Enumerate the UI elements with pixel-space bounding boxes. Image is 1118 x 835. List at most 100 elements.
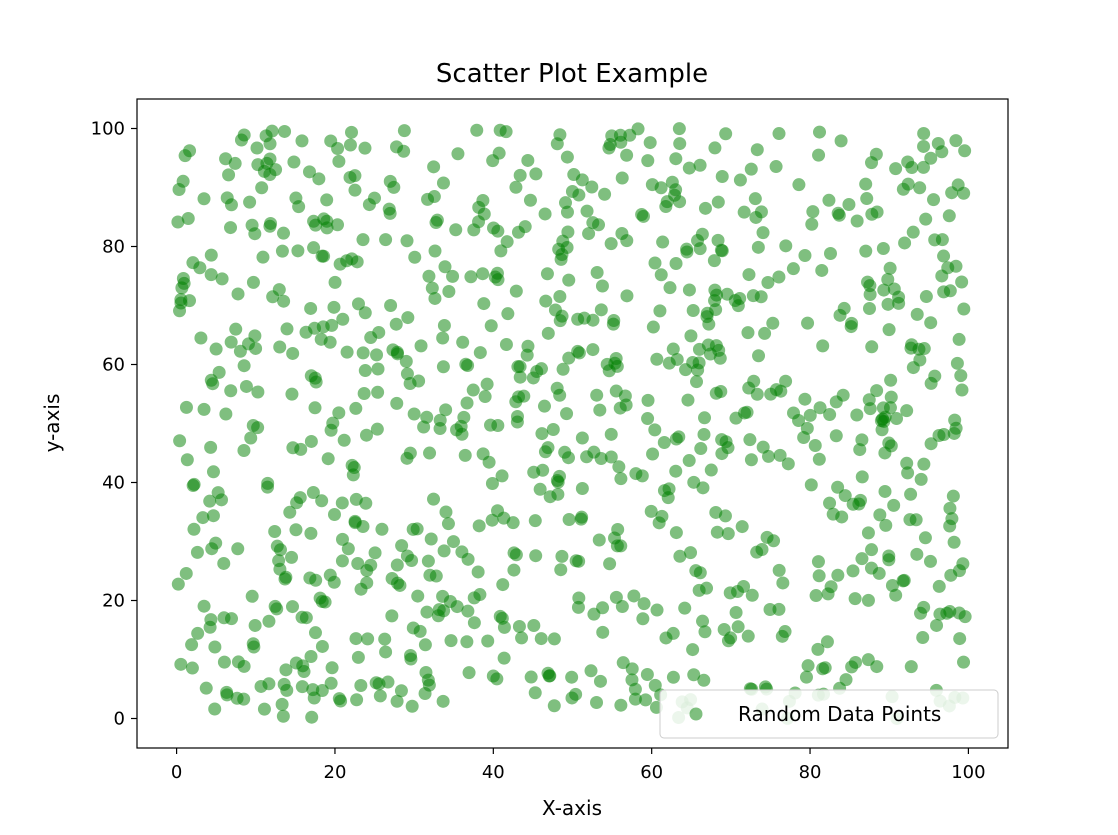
data-point	[723, 586, 737, 600]
data-point	[379, 645, 393, 659]
data-point	[197, 402, 211, 416]
data-point	[370, 348, 384, 362]
data-point	[389, 317, 403, 331]
data-point	[678, 601, 692, 615]
data-point	[800, 421, 814, 435]
data-point	[428, 291, 442, 305]
data-point	[273, 340, 287, 354]
data-point	[315, 639, 329, 653]
data-point	[372, 325, 386, 339]
y-axis: 0 20 40 60 80 100	[91, 119, 137, 730]
data-point	[285, 550, 299, 564]
data-point	[534, 632, 548, 646]
data-point	[529, 549, 543, 563]
data-point	[422, 269, 436, 283]
data-point	[485, 513, 499, 527]
data-point	[224, 221, 238, 235]
data-point	[592, 218, 606, 232]
data-point	[613, 401, 627, 415]
data-point	[491, 504, 505, 518]
data-point	[407, 407, 421, 421]
data-point	[928, 233, 942, 247]
data-point	[574, 512, 588, 526]
data-point	[877, 283, 891, 297]
data-point	[540, 267, 554, 281]
data-point	[666, 626, 680, 640]
data-point	[898, 236, 912, 250]
data-point	[662, 482, 676, 496]
data-point	[359, 428, 373, 442]
data-point	[538, 207, 552, 221]
data-point	[648, 256, 662, 270]
data-point	[870, 384, 884, 398]
data-point	[473, 346, 487, 360]
data-point	[679, 363, 693, 377]
data-point	[746, 289, 760, 303]
data-point	[349, 401, 363, 415]
data-point	[270, 602, 284, 616]
data-point	[604, 237, 618, 251]
data-point	[614, 472, 628, 486]
data-point	[555, 247, 569, 261]
data-point	[347, 461, 361, 475]
data-point	[324, 676, 338, 690]
data-point	[861, 653, 875, 667]
data-point	[625, 662, 639, 676]
data-point	[719, 127, 733, 141]
data-point	[846, 497, 860, 511]
data-point	[354, 582, 368, 596]
data-point	[729, 411, 743, 425]
data-point	[507, 563, 521, 577]
data-point	[608, 356, 622, 370]
data-point	[515, 631, 529, 645]
data-point	[715, 447, 729, 461]
data-point	[643, 136, 657, 150]
data-point	[708, 141, 722, 155]
data-point	[812, 569, 826, 583]
data-point	[865, 340, 879, 354]
data-point	[853, 443, 867, 457]
data-point	[648, 423, 662, 437]
data-point	[343, 138, 357, 152]
data-point	[400, 367, 414, 381]
data-point	[405, 553, 419, 567]
data-point	[456, 335, 470, 349]
data-point	[341, 542, 355, 556]
data-point	[308, 626, 322, 640]
data-point	[420, 605, 434, 619]
data-point	[917, 600, 931, 614]
data-point	[345, 125, 358, 139]
data-point	[943, 501, 957, 515]
data-point	[744, 162, 758, 176]
data-point	[761, 449, 775, 463]
data-point	[831, 568, 845, 582]
data-point	[263, 137, 277, 151]
data-point	[304, 650, 318, 664]
data-point	[693, 566, 707, 580]
data-point	[808, 439, 822, 453]
data-point	[219, 152, 233, 166]
data-point	[174, 657, 188, 671]
data-point	[850, 214, 864, 228]
data-point	[945, 512, 959, 526]
data-point	[772, 563, 786, 577]
data-point	[254, 679, 268, 693]
data-point	[686, 303, 700, 317]
data-point	[774, 384, 788, 398]
data-point	[823, 496, 837, 510]
data-point	[553, 128, 567, 142]
data-point	[937, 249, 951, 263]
data-point	[697, 673, 711, 687]
data-point	[695, 227, 709, 241]
data-point	[248, 329, 262, 343]
data-point	[406, 621, 420, 635]
data-point	[230, 691, 244, 705]
data-point	[627, 589, 641, 603]
data-point	[741, 326, 755, 340]
data-point	[879, 518, 893, 532]
y-tick-label: 40	[102, 473, 125, 494]
data-point	[425, 281, 439, 295]
data-point	[580, 204, 594, 218]
data-point	[927, 193, 941, 207]
